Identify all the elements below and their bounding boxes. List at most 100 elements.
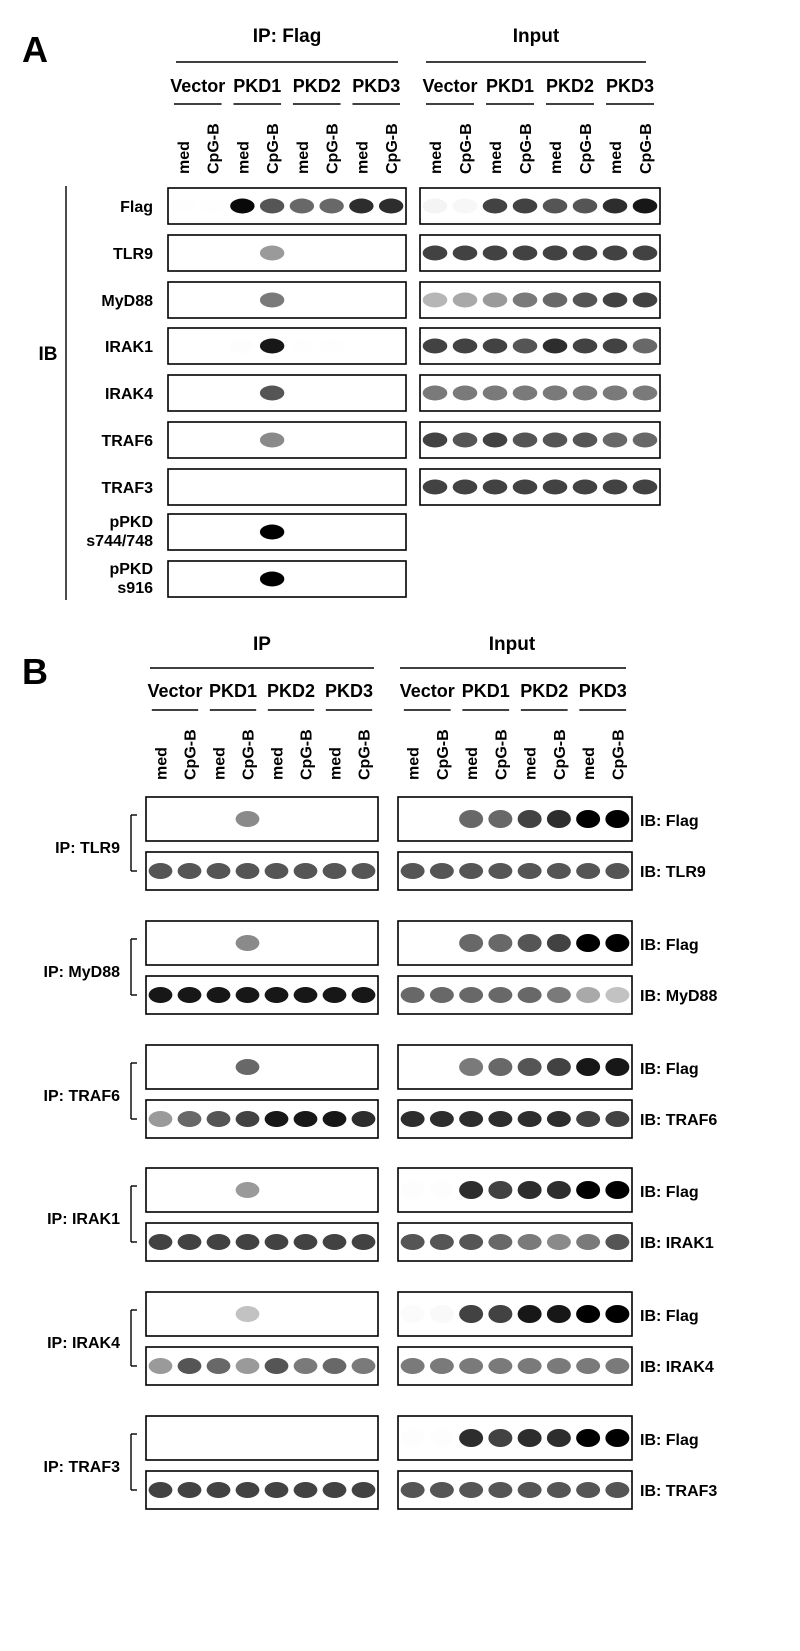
ip-antibody-label: IP: TRAF6 (44, 1088, 121, 1105)
ip-blot-b-bottom-band-4 (235, 1111, 260, 1127)
ib-flag-label: IB: Flag (640, 937, 699, 954)
input-blot-b-bottom-band-1 (400, 987, 425, 1003)
ib-target-label: IB: TLR9 (640, 864, 706, 881)
ip-blot-b-bottom-band-7 (322, 1482, 347, 1498)
ip-header-a: IP: Flag (253, 26, 322, 47)
ip-blot-b-bottom-band-6 (293, 1234, 318, 1250)
input-blot-b-top-band-8 (605, 1058, 630, 1076)
ip-blot-b-bottom-band-4 (235, 1358, 260, 1374)
ib-flag-label: IB: Flag (640, 1061, 699, 1078)
ip-blot-b-bottom-band-5 (264, 1482, 289, 1498)
input-blot-b-bottom-band-2 (429, 1111, 454, 1127)
ip-blot-b-top-band-4 (235, 811, 260, 827)
ip-blot-a-band-6 (319, 198, 344, 214)
input-blot-b-top-band-7 (576, 934, 601, 952)
lane-label-input: CpG-B (638, 123, 655, 174)
ip-blot-a-band-1 (170, 198, 196, 214)
ip-blot-b-bottom-band-1 (148, 1358, 173, 1374)
input-blot-a-band-6 (572, 338, 598, 354)
ip-blot-a-band-4 (259, 432, 285, 448)
ip-blot-b-bottom-band-2 (177, 1111, 202, 1127)
group-label-ip: PKD1 (209, 681, 257, 701)
ib-target-label: IB: IRAK4 (640, 1359, 714, 1376)
input-blot-b-top-band-8 (605, 810, 630, 828)
input-blot-b-bottom-band-3 (459, 1482, 484, 1498)
lane-label-ip: med (235, 141, 252, 174)
ip-blot-b-bottom-band-8 (351, 1358, 376, 1374)
ip-blot-a (167, 421, 407, 459)
input-blot-b-bottom-band-8 (605, 1482, 630, 1498)
ip-blot-a (167, 327, 407, 365)
group-label-input: Vector (422, 76, 477, 96)
group-label-input: PKD1 (486, 76, 534, 96)
input-blot-a-band-6 (572, 479, 598, 495)
ip-blot-b-bottom-band-4 (235, 1234, 260, 1250)
input-blot-b-bottom-band-8 (605, 863, 630, 879)
input-blot-b-top-band-3 (459, 1181, 484, 1199)
input-header-b: Input (489, 634, 536, 655)
input-blot-a-band-5 (542, 245, 568, 261)
ip-blot-b-bottom-band-3 (206, 1358, 231, 1374)
input-blot-b-bottom-band-8 (605, 1234, 630, 1250)
ip-antibody-label: IP: IRAK4 (47, 1335, 120, 1352)
ip-blot-b-top (145, 1291, 379, 1337)
input-blot-a-band-2 (452, 292, 478, 308)
input-blot-b-top-band-3 (459, 1429, 484, 1447)
input-blot-b-bottom-band-6 (546, 1234, 571, 1250)
group-label-ip: Vector (170, 76, 225, 96)
ip-antibody-label: IP: TLR9 (55, 840, 120, 857)
input-blot-b-bottom-band-3 (459, 1111, 484, 1127)
ip-blot-b-bottom-band-5 (264, 1358, 289, 1374)
input-blot-a-band-5 (542, 338, 568, 354)
input-blot-b-top-band-5 (517, 934, 542, 952)
group-label-input: PKD2 (520, 681, 568, 701)
input-blot-b-top-band-8 (605, 1305, 630, 1323)
lane-label-ip: med (154, 747, 171, 780)
ip-blot-a-band-5 (289, 198, 315, 214)
group-label-ip: PKD1 (233, 76, 281, 96)
input-blot-a-band-8 (632, 432, 658, 448)
group-label-input: PKD3 (606, 76, 654, 96)
input-blot-a-band-2 (452, 432, 478, 448)
input-blot-b-top-band-2 (429, 1181, 454, 1199)
input-blot-b-top-band-3 (459, 810, 484, 828)
ip-header-b: IP (253, 634, 271, 655)
input-blot-b-top-band-5 (517, 1058, 542, 1076)
input-blot-b-bottom-band-5 (517, 1111, 542, 1127)
input-blot-a-band-5 (542, 385, 568, 401)
ip-blot-a (167, 281, 407, 319)
ip-blot-b-bottom-band-2 (177, 1482, 202, 1498)
ip-blot-b-bottom-band-6 (293, 1358, 318, 1374)
row-label: MyD88 (101, 293, 153, 310)
ip-blot-a-band-4 (259, 198, 285, 214)
ip-blot-a-band-6 (319, 338, 344, 354)
input-blot-a-band-3 (482, 479, 508, 495)
input-blot-b-bottom-band-8 (605, 1111, 630, 1127)
ip-blot-b-bottom-band-4 (235, 987, 260, 1003)
lane-label-input: med (488, 141, 505, 174)
lane-label-input: med (548, 141, 565, 174)
ip-blot-b-bottom-band-6 (293, 1482, 318, 1498)
input-blot-b-bottom-band-4 (488, 987, 513, 1003)
input-blot-b-bottom-band-4 (488, 1482, 513, 1498)
input-blot-a-band-8 (632, 292, 658, 308)
input-blot-a-band-1 (422, 479, 448, 495)
ip-blot-b-bottom-band-7 (322, 1234, 347, 1250)
input-blot-a-band-1 (422, 432, 448, 448)
lane-label-input: CpG-B (458, 123, 475, 174)
input-blot-b-bottom-band-5 (517, 1358, 542, 1374)
ip-blot-b-bottom-band-6 (293, 1111, 318, 1127)
input-blot-b-bottom-band-2 (429, 863, 454, 879)
input-blot-b-top-band-7 (576, 1305, 601, 1323)
input-blot-b-bottom-band-7 (576, 863, 601, 879)
lane-label-ip: CpG-B (357, 729, 374, 780)
ib-flag-label: IB: Flag (640, 1184, 699, 1201)
input-blot-a-band-1 (422, 245, 448, 261)
ip-blot-a-band-4 (259, 245, 285, 261)
input-blot-b-bottom-band-8 (605, 1358, 630, 1374)
input-blot-b-top-band-6 (546, 1305, 571, 1323)
input-blot-a-band-7 (602, 292, 628, 308)
lane-label-input: CpG-B (578, 123, 595, 174)
input-blot-a-band-3 (482, 292, 508, 308)
input-blot-a-band-1 (422, 198, 448, 214)
